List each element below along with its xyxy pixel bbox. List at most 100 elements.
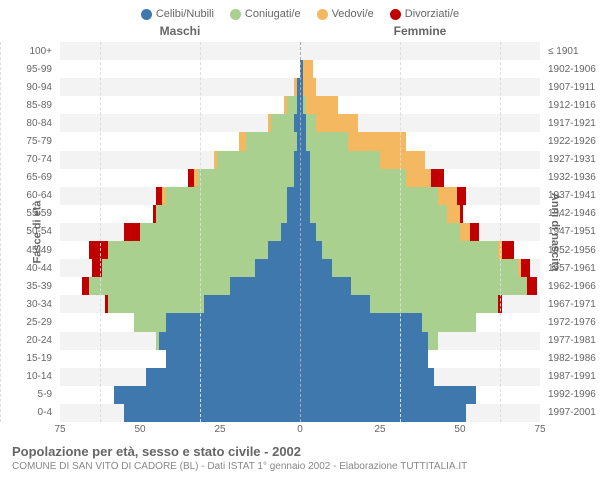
birth-label: 1942-1946 — [544, 205, 598, 223]
birth-label: ≤ 1901 — [544, 42, 598, 60]
male-bar — [60, 404, 300, 422]
birth-label: 1937-1941 — [544, 187, 598, 205]
birth-label: 1922-1926 — [544, 132, 598, 150]
bar-segment — [447, 205, 460, 223]
female-bar — [300, 60, 540, 78]
age-label: 40-44 — [18, 259, 56, 277]
birth-label: 1962-1966 — [544, 277, 598, 295]
bar-segment — [300, 313, 422, 331]
male-bar — [60, 313, 300, 331]
male-bar — [60, 151, 300, 169]
male-bar — [60, 114, 300, 132]
birth-label: 1947-1951 — [544, 223, 598, 241]
chart-area: Fasce di età Anni di nascita 100+≤ 19019… — [0, 42, 600, 422]
bar-segment — [89, 277, 230, 295]
female-bar — [300, 223, 540, 241]
legend-swatch — [141, 9, 152, 20]
bar-segment — [114, 386, 300, 404]
x-tick: 75 — [534, 424, 545, 435]
female-bar — [300, 350, 540, 368]
legend-label: Celibi/Nubili — [156, 8, 214, 20]
male-bar — [60, 277, 300, 295]
bar-segment — [316, 114, 358, 132]
header-male: Maschi — [60, 24, 300, 38]
birth-label: 1907-1911 — [544, 78, 598, 96]
x-tick: 25 — [374, 424, 385, 435]
birth-label: 1997-2001 — [544, 404, 598, 422]
birth-label: 1957-1961 — [544, 259, 598, 277]
female-bar — [300, 169, 540, 187]
x-tick: 50 — [134, 424, 145, 435]
male-bar — [60, 96, 300, 114]
male-bar — [60, 332, 300, 350]
chart-subtitle: COMUNE DI SAN VITO DI CADORE (BL) - Dati… — [12, 461, 588, 472]
female-bar — [300, 259, 540, 277]
legend: Celibi/NubiliConiugati/eVedovi/eDivorzia… — [0, 0, 600, 24]
bar-segment — [198, 169, 294, 187]
bar-segment — [124, 223, 140, 241]
bar-segment — [287, 205, 300, 223]
age-label: 55-59 — [18, 205, 56, 223]
bar-segment — [300, 223, 316, 241]
x-axis: 7550250 255075 — [0, 422, 600, 438]
birth-label: 1982-1986 — [544, 350, 598, 368]
bar-segment — [306, 132, 348, 150]
bar-segment — [316, 223, 460, 241]
male-bar — [60, 259, 300, 277]
bar-segment — [230, 277, 300, 295]
bar-segment — [268, 241, 300, 259]
age-label: 75-79 — [18, 132, 56, 150]
birth-label: 1992-1996 — [544, 386, 598, 404]
legend-swatch — [317, 9, 328, 20]
bar-segment — [310, 169, 406, 187]
bar-segment — [300, 404, 466, 422]
female-bar — [300, 42, 540, 60]
bar-segment — [124, 404, 300, 422]
bar-segment — [406, 169, 432, 187]
bar-segment — [428, 332, 438, 350]
age-label: 25-29 — [18, 313, 56, 331]
bar-segment — [303, 78, 316, 96]
female-bar — [300, 368, 540, 386]
bar-segment — [287, 187, 300, 205]
bar-segment — [300, 241, 322, 259]
bar-segment — [470, 223, 480, 241]
x-axis-right: 255075 — [300, 424, 540, 438]
age-label: 60-64 — [18, 187, 56, 205]
age-label: 50-54 — [18, 223, 56, 241]
female-bar — [300, 332, 540, 350]
header-female: Femmine — [300, 24, 540, 38]
legend-swatch — [390, 9, 401, 20]
bar-segment — [204, 295, 300, 313]
bar-segment — [370, 295, 498, 313]
bar-segment — [108, 295, 204, 313]
female-bar — [300, 187, 540, 205]
age-label: 45-49 — [18, 241, 56, 259]
bar-segment — [380, 151, 425, 169]
column-headers: Maschi Femmine — [0, 24, 600, 42]
male-bar — [60, 60, 300, 78]
footer: Popolazione per età, sesso e stato civil… — [0, 438, 600, 472]
bar-segment — [287, 96, 297, 114]
legend-item: Coniugati/e — [230, 8, 301, 20]
bar-segment — [166, 350, 300, 368]
age-label: 20-24 — [18, 332, 56, 350]
age-label: 35-39 — [18, 277, 56, 295]
male-bar — [60, 350, 300, 368]
legend-label: Vedovi/e — [332, 8, 374, 20]
female-bar — [300, 132, 540, 150]
age-label: 100+ — [18, 42, 56, 60]
bar-segment — [300, 295, 370, 313]
bar-segment — [300, 169, 310, 187]
male-bar — [60, 205, 300, 223]
age-label: 95-99 — [18, 60, 56, 78]
bar-segment — [300, 332, 428, 350]
bar-segment — [457, 187, 467, 205]
bar-segment — [156, 205, 287, 223]
bar-segment — [348, 132, 406, 150]
female-bar — [300, 404, 540, 422]
bar-segment — [300, 259, 332, 277]
age-label: 10-14 — [18, 368, 56, 386]
bar-segment — [303, 60, 313, 78]
male-bar — [60, 241, 300, 259]
